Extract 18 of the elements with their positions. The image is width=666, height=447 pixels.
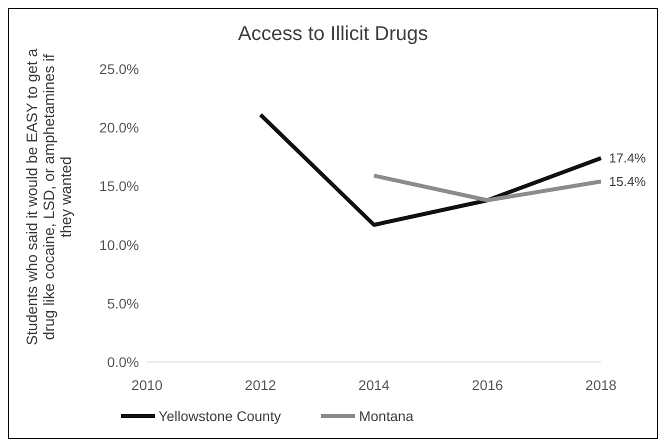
x-tick-label: 2010 <box>131 376 163 393</box>
chart-title: Access to Illicit Drugs <box>236 23 430 46</box>
y-tick-label: 25.0% <box>99 60 139 77</box>
legend-label: Yellowstone County <box>158 408 281 424</box>
x-tick-label: 2012 <box>244 376 276 393</box>
y-tick-label: 20.0% <box>99 120 139 136</box>
x-tick-label: 2016 <box>472 376 504 393</box>
y-tick-label: 5.0% <box>107 295 139 312</box>
data-label: 17.4% <box>609 150 646 166</box>
y-axis-title: Students who said it would be EASY to get a drug like cocaine, LSD, or amphetamines if they wanted <box>22 48 76 347</box>
x-tick-label: 2018 <box>585 376 617 393</box>
y-tick-label: 15.0% <box>99 178 139 194</box>
legend-label: Montana <box>358 408 414 424</box>
line-series <box>258 112 603 227</box>
y-tick-label: 0.0% <box>107 354 139 370</box>
x-tick-label: 2014 <box>358 376 390 393</box>
data-label: 15.4% <box>609 174 646 190</box>
y-tick-label: 10.0% <box>99 236 139 253</box>
